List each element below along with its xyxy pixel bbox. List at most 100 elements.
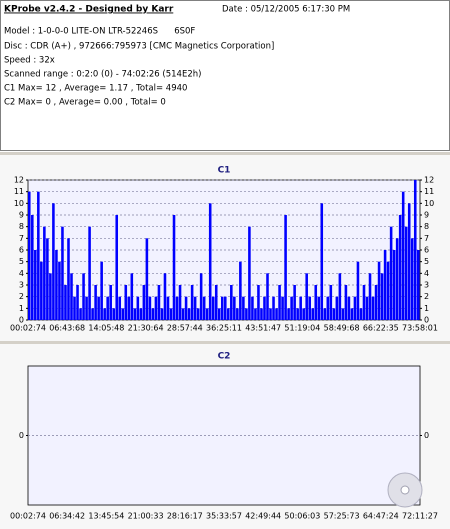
y2-tick-label: 2 (424, 292, 429, 301)
x-tick-label: 36:25:11 (206, 324, 242, 333)
bar (178, 285, 182, 320)
bar (410, 238, 414, 320)
bar (58, 261, 61, 320)
bar (266, 273, 269, 320)
bar (148, 296, 152, 320)
x-tick-label: 43:51:47 (245, 324, 281, 333)
bar (121, 308, 125, 320)
y-tick-label: 0 (19, 431, 24, 440)
bar (365, 296, 369, 320)
x-tick-label: 66:22:35 (363, 324, 399, 333)
bar (287, 308, 290, 320)
y-tick-label: 6 (19, 246, 24, 255)
x-tick-label: 73:58:01 (402, 324, 438, 333)
y2-tick-label: 1 (424, 304, 429, 313)
bar (163, 273, 167, 320)
bar (296, 308, 299, 320)
x-tick-label: 57:25:73 (324, 512, 360, 521)
x-tick-label: 28:16:17 (167, 512, 203, 521)
bar (91, 308, 94, 320)
x-tick-label: 00:02:74 (10, 512, 46, 521)
bar (239, 261, 242, 320)
x-tick-label: 06:43:68 (49, 324, 85, 333)
y2-tick-label: 5 (424, 257, 429, 266)
x-tick-label: 21:30:64 (128, 324, 164, 333)
bar (79, 308, 82, 320)
bar (208, 203, 212, 320)
bar (34, 250, 37, 320)
y-tick-label: 11 (14, 187, 24, 196)
bar (145, 238, 149, 320)
bar (49, 273, 52, 320)
bar (67, 238, 70, 320)
bar (269, 308, 272, 320)
bar (302, 308, 305, 320)
bar (103, 308, 106, 320)
info-line: Scanned range : 0:2:0 (0) - 74:02:26 (51… (4, 70, 201, 80)
bar (371, 296, 375, 320)
bar (293, 285, 296, 320)
y-tick-label: 12 (14, 176, 24, 185)
bar (407, 203, 411, 320)
y-tick-label: 4 (19, 269, 24, 278)
info-line: C1 Max= 12 , Average= 1.17 , Total= 4940 (4, 84, 187, 94)
bar (398, 215, 402, 320)
y-tick-label: 5 (19, 257, 24, 266)
y-tick-label: 9 (19, 211, 24, 220)
bar (166, 296, 170, 320)
bar (386, 261, 390, 320)
x-tick-label: 50:06:03 (284, 512, 320, 521)
bar (320, 203, 324, 320)
bar (323, 308, 327, 320)
y2-tick-label: 12 (424, 176, 434, 185)
bar (139, 308, 143, 320)
bar (70, 273, 73, 320)
bar (341, 308, 345, 320)
bar (82, 273, 85, 320)
bar (290, 296, 293, 320)
bar (52, 203, 55, 320)
bar (272, 296, 275, 320)
x-tick-label: 51:19:04 (284, 324, 320, 333)
y2-tick-label: 9 (424, 211, 429, 220)
y2-tick-label: 4 (424, 269, 429, 278)
bar (344, 285, 348, 320)
bar (184, 296, 188, 320)
bar (233, 296, 236, 320)
bar (338, 273, 342, 320)
bar (416, 250, 420, 320)
bar (368, 273, 372, 320)
bar (28, 191, 31, 320)
bar (106, 296, 109, 320)
bar (220, 296, 224, 320)
bar (61, 226, 64, 320)
y2-tick-label: 0 (424, 316, 429, 325)
y2-tick-label: 7 (424, 234, 429, 243)
bar (230, 285, 233, 320)
bar (142, 285, 146, 320)
y-tick-label: 7 (19, 234, 24, 243)
bar (224, 296, 227, 320)
bar (362, 285, 366, 320)
bar (353, 296, 357, 320)
bar (100, 261, 103, 320)
bar (248, 226, 251, 320)
bar (37, 191, 40, 320)
bar (260, 308, 263, 320)
bar (31, 215, 34, 320)
bar (350, 308, 354, 320)
bar (359, 308, 363, 320)
y2-tick-label: 8 (424, 222, 429, 231)
bar (395, 238, 399, 320)
bar (299, 296, 302, 320)
y2-tick-label: 10 (424, 199, 434, 208)
bar (124, 285, 128, 320)
y2-tick-label: 3 (424, 281, 429, 290)
chart-title: C1 (218, 166, 231, 176)
x-tick-label: 00:02:74 (10, 324, 46, 333)
bar (392, 250, 396, 320)
y-tick-label: 2 (19, 292, 24, 301)
bar (76, 285, 79, 320)
bar (314, 285, 318, 320)
bar (115, 215, 119, 320)
